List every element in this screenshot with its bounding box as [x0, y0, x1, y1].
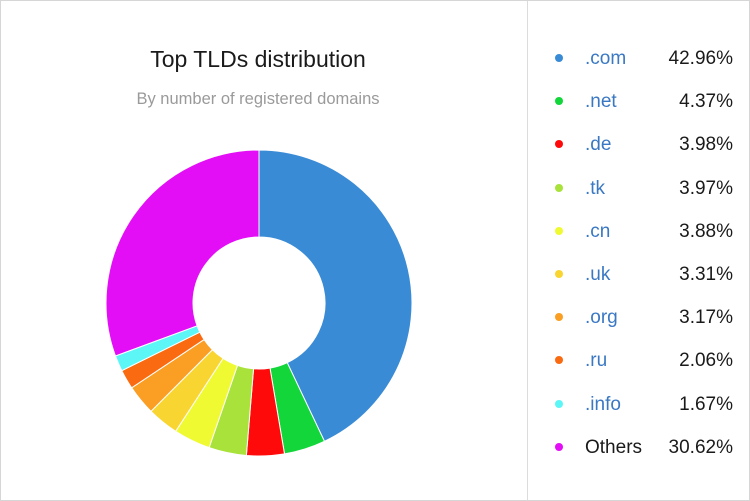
legend-label: .org: [585, 307, 618, 329]
legend-color-dot: [555, 399, 563, 408]
legend-value: 2.06%: [679, 350, 733, 372]
legend-item[interactable]: .uk 3.31%: [528, 253, 749, 296]
legend-color-dot: [555, 269, 563, 278]
chart-panel: Top TLDs distribution By number of regis…: [1, 1, 527, 500]
legend-label: .net: [585, 91, 617, 113]
legend-label: .info: [585, 393, 621, 415]
panel-divider: [527, 1, 528, 500]
legend-label: .uk: [585, 263, 611, 285]
donut-chart: [105, 149, 413, 457]
legend-color-dot: [555, 442, 563, 451]
legend-color-dot: [555, 226, 563, 235]
legend-item[interactable]: .org 3.17%: [528, 296, 749, 339]
legend-color-dot: [555, 313, 563, 322]
legend-value: 1.67%: [679, 393, 733, 415]
legend-item[interactable]: .info 1.67%: [528, 383, 749, 426]
legend-value: 3.88%: [679, 220, 733, 242]
legend-value: 3.98%: [679, 134, 733, 156]
legend: .com 42.96% .net 4.37% .de 3.98% .tk 3.97% .cn 3.…: [528, 37, 749, 469]
legend-value: 3.17%: [679, 307, 733, 329]
pie-slice[interactable]: [258, 149, 413, 442]
legend-value: 3.97%: [679, 177, 733, 199]
legend-item[interactable]: .cn 3.88%: [528, 210, 749, 253]
legend-value: 42.96%: [668, 48, 733, 69]
legend-color-dot: [555, 183, 563, 192]
legend-color-dot: [555, 97, 563, 106]
legend-value: 3.31%: [679, 263, 733, 285]
chart-subtitle: By number of registered domains: [136, 90, 380, 108]
legend-value: 30.62%: [668, 436, 733, 458]
legend-label: Others: [585, 436, 643, 458]
legend-color-dot: [555, 140, 563, 149]
legend-color-dot: [555, 356, 563, 365]
legend-label: .ru: [585, 350, 608, 372]
legend-item[interactable]: .net 4.37%: [528, 80, 749, 123]
legend-item[interactable]: .de 3.98%: [528, 123, 749, 166]
legend-item[interactable]: Others 30.62%: [528, 426, 749, 469]
legend-item[interactable]: .tk 3.97%: [528, 167, 749, 210]
pie-slice[interactable]: [105, 149, 260, 357]
legend-value: 4.37%: [679, 91, 733, 113]
legend-label: .tk: [585, 177, 606, 199]
legend-label: .cn: [585, 220, 611, 242]
legend-label: .com: [585, 48, 627, 69]
legend-item[interactable]: .com 42.96%: [528, 37, 749, 80]
legend-label: .de: [585, 134, 612, 156]
legend-item[interactable]: .ru 2.06%: [528, 339, 749, 382]
chart-title: Top TLDs distribution: [150, 46, 366, 72]
legend-color-dot: [555, 54, 563, 62]
